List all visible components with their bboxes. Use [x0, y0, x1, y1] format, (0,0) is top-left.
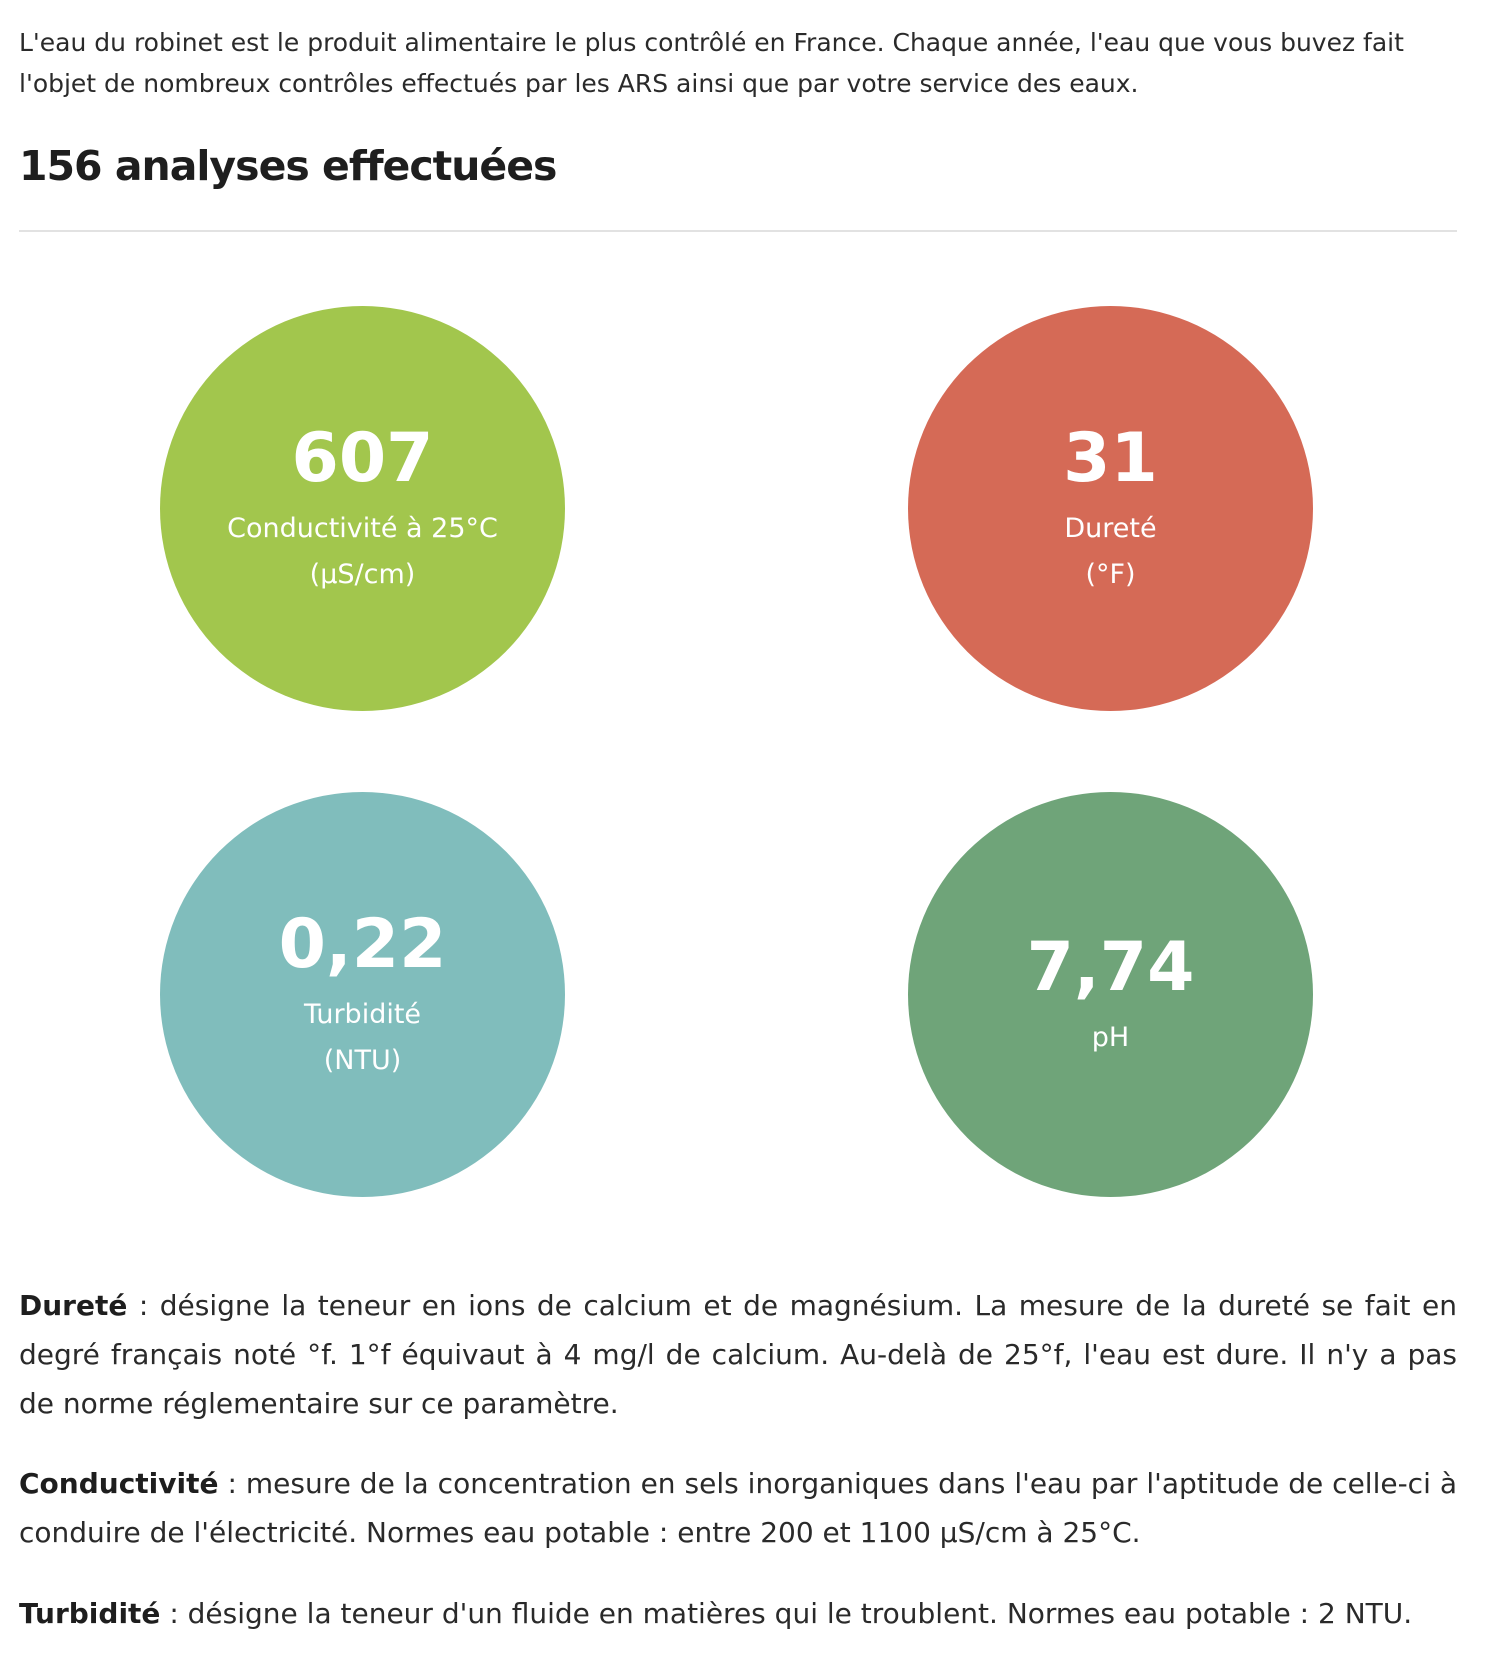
analyses-count-title: 156 analyses effectuées [19, 142, 557, 190]
ph-label: pH [1091, 1021, 1130, 1053]
hardness-label: Dureté [1064, 512, 1157, 544]
conductivity-circle: 607 Conductivité à 25°C (µS/cm) [160, 306, 565, 711]
hardness-unit: (°F) [1085, 558, 1136, 590]
hardness-circle: 31 Dureté (°F) [908, 306, 1313, 711]
definition-conductivity: Conductivité : mesure de la concentratio… [19, 1459, 1457, 1557]
definition-text-hardness: : désigne la teneur en ions de calcium e… [19, 1289, 1457, 1420]
definition-text-turbidity: : désigne la teneur d'un fluide en matiè… [160, 1597, 1413, 1630]
section-divider [19, 230, 1457, 232]
definition-term-hardness: Dureté [19, 1289, 128, 1322]
definition-turbidity: Turbidité : désigne la teneur d'un fluid… [19, 1589, 1457, 1638]
hardness-value: 31 [1063, 418, 1158, 498]
turbidity-value: 0,22 [278, 904, 447, 984]
turbidity-unit: (NTU) [323, 1044, 402, 1076]
conductivity-unit: (µS/cm) [309, 558, 416, 590]
definition-term-conductivity: Conductivité [19, 1467, 219, 1500]
ph-circle: 7,74 pH [908, 792, 1313, 1197]
turbidity-circle: 0,22 Turbidité (NTU) [160, 792, 565, 1197]
turbidity-label: Turbidité [303, 998, 422, 1030]
ph-value: 7,74 [1026, 927, 1195, 1007]
definition-term-turbidity: Turbidité [19, 1597, 161, 1630]
intro-text: L'eau du robinet est le produit alimenta… [19, 28, 1404, 98]
conductivity-label: Conductivité à 25°C [227, 512, 498, 544]
conductivity-value: 607 [291, 418, 434, 498]
definition-text-conductivity: : mesure de la concentration en sels ino… [19, 1467, 1457, 1549]
definition-hardness: Dureté : désigne la teneur en ions de ca… [19, 1281, 1457, 1428]
